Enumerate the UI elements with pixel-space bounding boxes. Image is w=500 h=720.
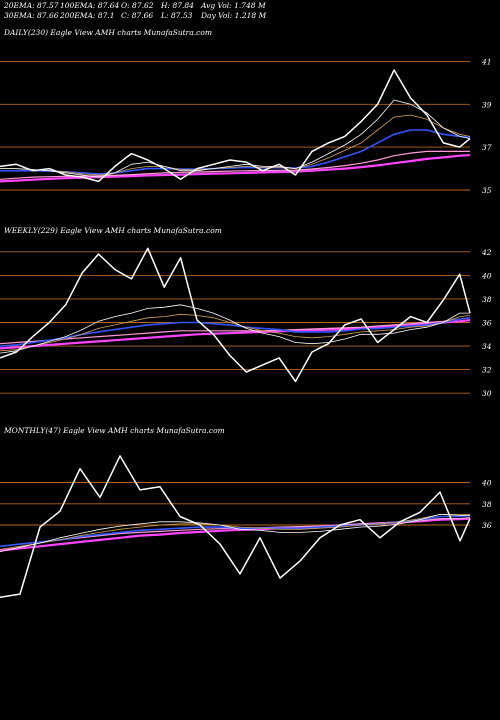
daily-tick-label: 39 <box>482 100 492 109</box>
monthly-ema20-line <box>0 514 470 552</box>
monthly-tick-label: 38 <box>482 500 492 509</box>
daily-panel-title: DAILY(230) Eagle View AMH charts MunafaS… <box>4 28 212 37</box>
daily-ema20-line <box>0 99 471 178</box>
header-avg-volume: Avg Vol: 1.748 M <box>201 1 266 10</box>
monthly-ema200-line <box>0 517 471 552</box>
daily-tick-label: 35 <box>482 186 492 195</box>
weekly-price-line <box>0 247 471 383</box>
daily-tick-label: 41 <box>481 57 492 66</box>
header-ema200: 200EMA: 87.1 <box>60 11 115 20</box>
header-open: O: 87.62 <box>121 1 154 10</box>
daily-ema200-line <box>0 154 471 183</box>
weekly-tick-label: 40 <box>481 271 492 280</box>
daily-panel: 41 39 37 35 <box>0 57 492 195</box>
monthly-panel-title: MONTHLY(47) Eagle View AMH charts Munafa… <box>4 426 225 435</box>
daily-price-line <box>0 69 471 183</box>
header-high: H: 87.84 <box>161 1 194 10</box>
daily-ema50-line <box>0 129 471 175</box>
header-close: C: 87.66 <box>121 11 154 20</box>
weekly-ema200-line <box>0 319 471 350</box>
daily-ema30-line <box>0 114 471 176</box>
header-day-volume: Day Vol: 1.218 M <box>201 11 267 20</box>
weekly-panel-title: WEEKLY(229) Eagle View AMH charts Munafa… <box>4 226 222 235</box>
weekly-tick-label: 32 <box>482 366 492 375</box>
monthly-panel: 40 38 36 <box>0 455 492 599</box>
weekly-tick-label: 38 <box>482 295 492 304</box>
header-low: L: 87.53 <box>161 11 193 20</box>
weekly-ema20-line <box>0 304 470 354</box>
weekly-panel: 42 40 38 36 34 32 30 <box>0 247 492 398</box>
weekly-tick-label: 36 <box>482 319 492 328</box>
weekly-tick-label: 30 <box>482 389 492 398</box>
weekly-ema100-line <box>0 317 471 345</box>
weekly-tick-label: 34 <box>482 342 492 351</box>
monthly-tick-label: 36 <box>482 521 492 530</box>
weekly-ema30-line <box>0 313 471 352</box>
header-ema30: 30EMA: 87.66 <box>4 11 59 20</box>
monthly-ema30-line <box>0 514 470 550</box>
header-ema20: 20EMA: 87.57 <box>4 1 59 10</box>
header-ema100: 100EMA: 87.64 <box>60 1 120 10</box>
weekly-tick-label: 42 <box>481 248 492 257</box>
monthly-tick-label: 40 <box>481 479 492 488</box>
monthly-price-line <box>0 455 471 599</box>
daily-tick-label: 37 <box>482 143 492 152</box>
